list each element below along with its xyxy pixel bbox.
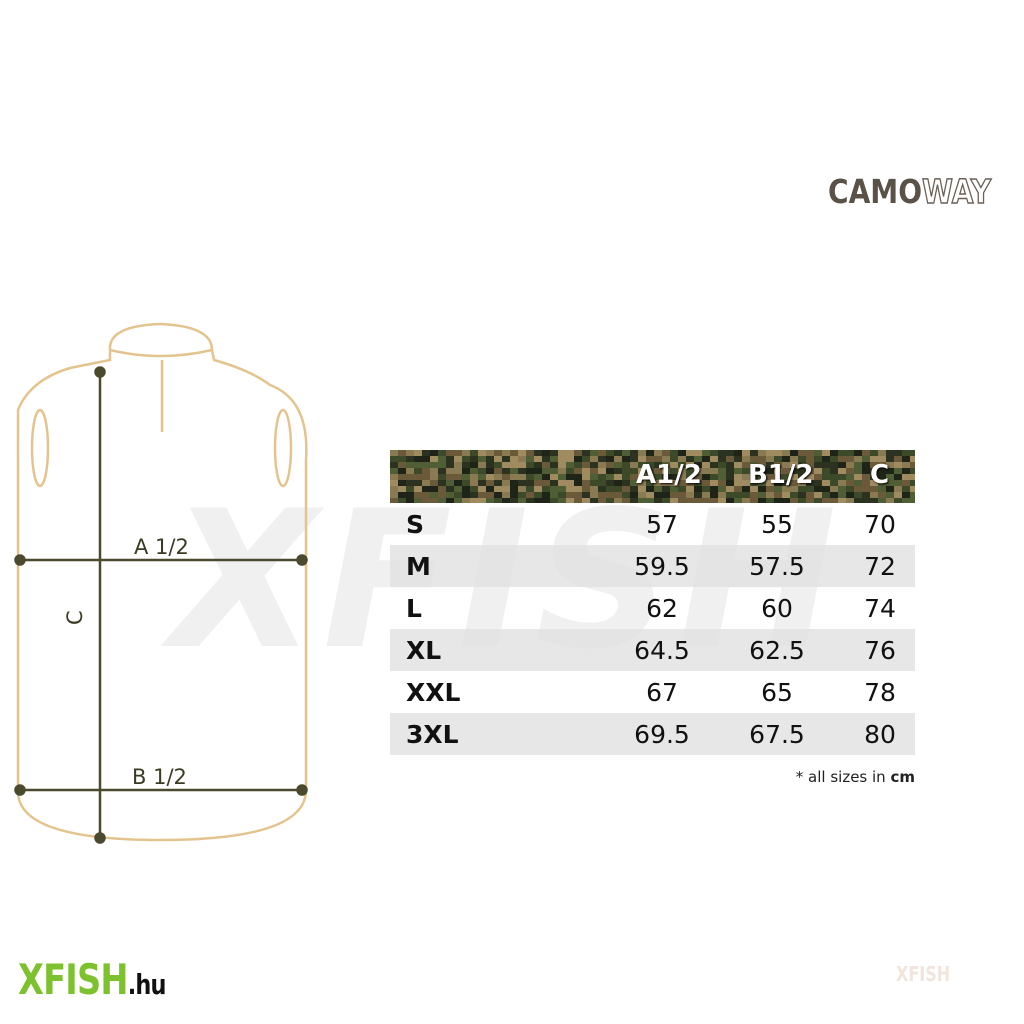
a-cell: 57 bbox=[646, 510, 678, 539]
b-cell: 65 bbox=[761, 678, 793, 707]
note-unit: cm bbox=[890, 768, 915, 786]
c-cell: 72 bbox=[864, 552, 896, 581]
c-cell: 74 bbox=[864, 594, 896, 623]
size-table: A1/2 B1/2 C S 57 55 70 M 59.5 57.5 72 L 62… bbox=[390, 450, 915, 755]
vest-diagram: A 1/2 B 1/2 C bbox=[14, 322, 308, 844]
size-cell: XL bbox=[406, 636, 442, 665]
brand-part2: WAY bbox=[921, 171, 992, 212]
label-a: A 1/2 bbox=[134, 535, 189, 559]
header-c: C bbox=[870, 460, 890, 490]
label-c: C bbox=[63, 610, 87, 625]
xfish-faint-logo: XFISH bbox=[896, 962, 950, 986]
table-row: M 59.5 57.5 72 bbox=[390, 545, 915, 587]
size-cell: L bbox=[406, 594, 422, 623]
table-row: S 57 55 70 bbox=[390, 503, 915, 545]
xfish-logo: XFISH.hu bbox=[18, 955, 166, 1004]
measure-lines bbox=[14, 366, 308, 844]
table-row: L 62 60 74 bbox=[390, 587, 915, 629]
b-cell: 55 bbox=[761, 510, 793, 539]
vest-outline bbox=[16, 322, 308, 842]
c-cell: 78 bbox=[864, 678, 896, 707]
a-cell: 69.5 bbox=[634, 720, 690, 749]
c-cell: 70 bbox=[864, 510, 896, 539]
units-note: * all sizes in cm bbox=[796, 768, 915, 786]
note-prefix: * all sizes in bbox=[795, 768, 886, 786]
size-cell: 3XL bbox=[406, 720, 459, 749]
table-row: XL 64.5 62.5 76 bbox=[390, 629, 915, 671]
label-b: B 1/2 bbox=[132, 765, 187, 789]
size-cell: M bbox=[406, 552, 431, 581]
a-cell: 64.5 bbox=[634, 636, 690, 665]
c-cell: 80 bbox=[864, 720, 896, 749]
camoway-logo: CAMOWAY bbox=[828, 171, 992, 212]
camo-header-bg bbox=[390, 450, 915, 503]
a-cell: 59.5 bbox=[634, 552, 690, 581]
header-b: B1/2 bbox=[748, 460, 814, 490]
table-row: 3XL 69.5 67.5 80 bbox=[390, 713, 915, 755]
b-cell: 67.5 bbox=[749, 720, 805, 749]
brand-part1: CAMO bbox=[828, 172, 923, 211]
c-cell: 76 bbox=[864, 636, 896, 665]
a-cell: 62 bbox=[646, 594, 678, 623]
logo-tld: .hu bbox=[127, 968, 167, 1001]
header-a: A1/2 bbox=[636, 460, 702, 490]
size-cell: XXL bbox=[406, 678, 461, 707]
b-cell: 60 bbox=[761, 594, 793, 623]
table-row: XXL 67 65 78 bbox=[390, 671, 915, 713]
b-cell: 57.5 bbox=[749, 552, 805, 581]
a-cell: 67 bbox=[646, 678, 678, 707]
table-header: A1/2 B1/2 C bbox=[390, 450, 915, 503]
size-cell: S bbox=[406, 510, 425, 539]
b-cell: 62.5 bbox=[749, 636, 805, 665]
logo-main: XFISH bbox=[18, 955, 128, 1004]
faint-logo-main: XFISH bbox=[896, 962, 951, 986]
